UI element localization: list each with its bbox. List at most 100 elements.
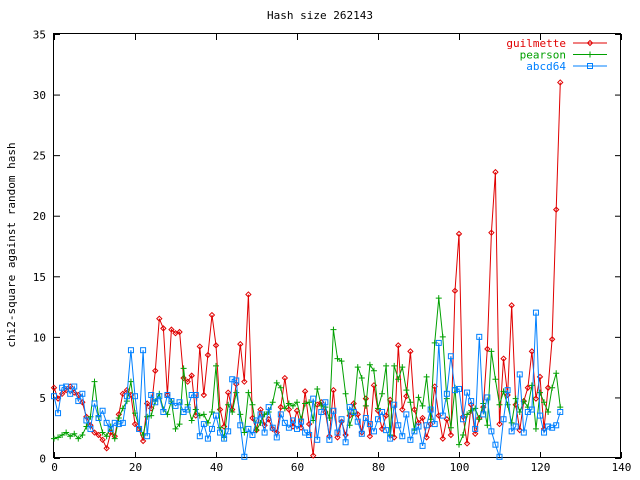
data-point-pearson <box>253 427 260 434</box>
data-point-pearson <box>115 415 122 422</box>
data-point-abcd64 <box>391 401 398 408</box>
data-point-abcd64 <box>233 377 240 384</box>
data-point-abcd64 <box>354 418 361 425</box>
data-point-pearson <box>237 411 244 418</box>
data-point-pearson <box>103 433 110 440</box>
data-point-pearson <box>59 431 66 438</box>
data-point-pearson <box>63 429 70 436</box>
data-point-pearson <box>249 401 256 408</box>
data-point-pearson <box>358 375 365 382</box>
data-point-guilmette <box>544 384 552 391</box>
data-point-abcd64 <box>451 387 458 394</box>
y-tick-label: 20 <box>33 210 46 223</box>
data-point-abcd64 <box>557 408 564 415</box>
x-tick-label: 0 <box>51 461 58 474</box>
data-point-pearson <box>488 348 495 355</box>
data-point-abcd64 <box>423 422 430 429</box>
data-point-guilmette <box>200 391 208 399</box>
data-point-pearson <box>532 425 539 432</box>
data-point-abcd64 <box>91 400 98 407</box>
data-point-abcd64 <box>318 408 325 415</box>
data-point-guilmette <box>281 374 289 382</box>
data-point-guilmette <box>58 390 66 398</box>
data-point-abcd64 <box>439 412 446 419</box>
data-point-pearson <box>379 390 386 397</box>
x-tick-label: 60 <box>291 461 304 474</box>
data-point-guilmette <box>350 400 357 407</box>
data-point-pearson <box>395 376 402 383</box>
data-point-abcd64 <box>59 384 66 391</box>
data-point-guilmette <box>548 336 556 343</box>
x-tick-label: 40 <box>210 461 223 474</box>
data-point-abcd64 <box>379 408 386 415</box>
data-point-abcd64 <box>277 411 284 418</box>
data-point-pearson <box>383 362 390 369</box>
data-point-guilmette <box>471 430 479 437</box>
data-point-abcd64 <box>123 393 130 400</box>
data-point-abcd64 <box>51 393 57 400</box>
data-point-guilmette <box>415 419 422 427</box>
data-point-pearson <box>342 390 349 397</box>
data-point-pearson <box>289 402 296 409</box>
data-point-pearson <box>91 378 98 385</box>
data-point-abcd64 <box>484 394 491 401</box>
data-point-guilmette <box>301 388 309 395</box>
chart-title: Hash size 262143 <box>267 9 373 22</box>
data-point-pearson <box>281 405 288 412</box>
data-point-abcd64 <box>164 392 171 399</box>
data-point-abcd64 <box>330 407 337 414</box>
data-point-abcd64 <box>334 429 341 436</box>
data-point-guilmette <box>459 413 467 421</box>
data-point-pearson <box>188 417 195 424</box>
data-point-abcd64 <box>196 433 203 440</box>
data-point-pearson <box>476 416 483 423</box>
data-point-abcd64 <box>79 390 86 397</box>
data-point-abcd64 <box>383 427 390 434</box>
data-point-pearson <box>273 379 280 386</box>
data-point-abcd64 <box>322 399 329 406</box>
data-point-guilmette <box>463 440 471 447</box>
data-point-pearson <box>67 433 74 440</box>
legend-marker-guilmette <box>586 39 594 47</box>
data-point-abcd64 <box>387 435 394 442</box>
x-axis-ticks: 0 20 40 60 80 100 120 140 <box>51 34 631 474</box>
data-point-abcd64 <box>541 429 548 436</box>
legend-marker-pearson <box>587 51 593 58</box>
data-point-pearson <box>492 376 499 383</box>
data-point-guilmette <box>95 431 102 439</box>
data-point-abcd64 <box>75 398 82 405</box>
y-tick-label: 15 <box>33 271 46 284</box>
data-point-abcd64 <box>184 406 191 413</box>
data-point-abcd64 <box>99 407 106 414</box>
data-point-abcd64 <box>71 383 78 390</box>
legend-label-pearson: pearson <box>520 49 566 62</box>
data-point-guilmette <box>160 325 167 332</box>
data-point-pearson <box>435 295 442 302</box>
data-point-abcd64 <box>213 412 219 419</box>
data-point-guilmette <box>496 420 503 428</box>
data-point-abcd64 <box>545 423 552 430</box>
data-point-abcd64 <box>508 428 515 435</box>
data-point-guilmette <box>277 403 285 411</box>
data-point-pearson <box>180 365 187 372</box>
data-point-pearson <box>172 425 179 432</box>
data-point-pearson <box>456 441 462 448</box>
data-point-guilmette <box>309 452 317 459</box>
data-point-pearson <box>338 358 345 365</box>
series-layer <box>50 79 564 460</box>
y-tick-label: 10 <box>33 331 46 344</box>
data-point-abcd64 <box>370 428 377 435</box>
data-point-pearson <box>516 408 523 415</box>
data-point-guilmette <box>184 378 191 385</box>
data-point-abcd64 <box>103 419 110 426</box>
data-point-pearson <box>484 422 491 429</box>
data-point-abcd64 <box>172 402 179 409</box>
data-point-abcd64 <box>411 428 418 435</box>
data-point-pearson <box>111 435 118 442</box>
data-point-abcd64 <box>192 392 199 399</box>
data-point-pearson <box>508 419 515 426</box>
data-point-guilmette <box>156 315 163 322</box>
data-point-guilmette <box>508 302 515 309</box>
data-point-guilmette <box>50 384 58 391</box>
data-point-abcd64 <box>298 418 305 425</box>
